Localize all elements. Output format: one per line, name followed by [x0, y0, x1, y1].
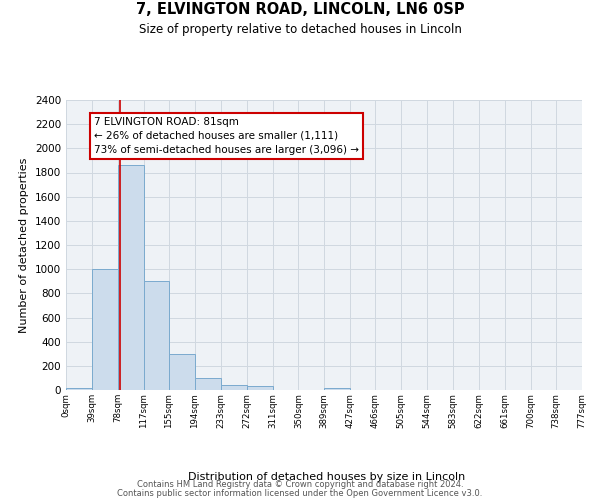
- Bar: [169, 354, 195, 390]
- Y-axis label: Number of detached properties: Number of detached properties: [19, 158, 29, 332]
- Text: 7, ELVINGTON ROAD, LINCOLN, LN6 0SP: 7, ELVINGTON ROAD, LINCOLN, LN6 0SP: [136, 2, 464, 18]
- Text: Distribution of detached houses by size in Lincoln: Distribution of detached houses by size …: [188, 472, 466, 482]
- Bar: [92, 269, 118, 390]
- Text: Size of property relative to detached houses in Lincoln: Size of property relative to detached ho…: [139, 22, 461, 36]
- Text: Contains public sector information licensed under the Open Government Licence v3: Contains public sector information licen…: [118, 488, 482, 498]
- Bar: [143, 281, 169, 390]
- Text: 7 ELVINGTON ROAD: 81sqm
← 26% of detached houses are smaller (1,111)
73% of semi: 7 ELVINGTON ROAD: 81sqm ← 26% of detache…: [94, 117, 359, 155]
- Bar: [118, 165, 143, 390]
- Text: Contains HM Land Registry data © Crown copyright and database right 2024.: Contains HM Land Registry data © Crown c…: [137, 480, 463, 489]
- Bar: [325, 388, 350, 390]
- Bar: [66, 388, 92, 390]
- Bar: [247, 386, 272, 390]
- Bar: [195, 378, 221, 390]
- Bar: [221, 385, 247, 390]
